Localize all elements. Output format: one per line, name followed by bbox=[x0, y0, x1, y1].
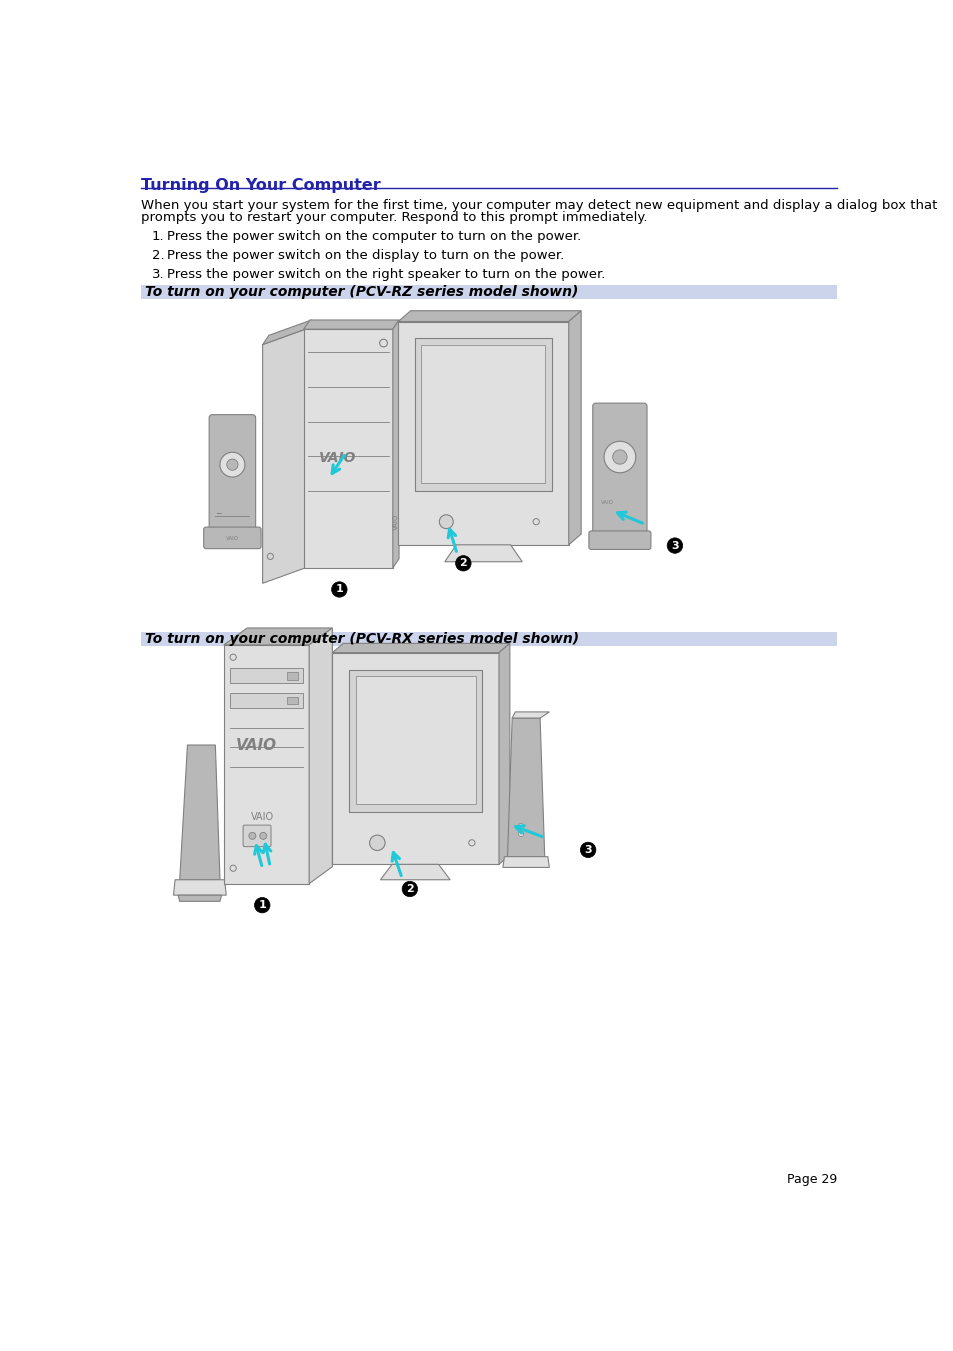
Text: Page 29: Page 29 bbox=[786, 1173, 836, 1186]
Polygon shape bbox=[415, 339, 551, 490]
Bar bbox=[287, 697, 298, 704]
Bar bbox=[230, 667, 303, 684]
Polygon shape bbox=[444, 544, 521, 562]
Bar bbox=[287, 671, 298, 680]
Circle shape bbox=[259, 832, 267, 839]
Polygon shape bbox=[568, 311, 580, 544]
Text: 1: 1 bbox=[258, 900, 266, 911]
Circle shape bbox=[402, 881, 417, 897]
Polygon shape bbox=[498, 643, 509, 865]
Text: 2.: 2. bbox=[152, 249, 164, 262]
Polygon shape bbox=[178, 896, 221, 901]
Polygon shape bbox=[355, 676, 476, 804]
Polygon shape bbox=[179, 744, 220, 880]
Text: Press the power switch on the display to turn on the power.: Press the power switch on the display to… bbox=[167, 249, 564, 262]
Polygon shape bbox=[421, 345, 545, 484]
Polygon shape bbox=[507, 719, 544, 857]
Circle shape bbox=[332, 582, 347, 597]
Text: VAIO: VAIO bbox=[251, 812, 274, 821]
Circle shape bbox=[439, 515, 453, 528]
Text: To turn on your computer (PCV-RZ series model shown): To turn on your computer (PCV-RZ series … bbox=[145, 285, 578, 300]
Circle shape bbox=[254, 897, 270, 913]
Text: Press the power switch on the right speaker to turn on the power.: Press the power switch on the right spea… bbox=[167, 269, 605, 281]
FancyBboxPatch shape bbox=[588, 531, 650, 550]
Text: When you start your system for the first time, your computer may detect new equi: When you start your system for the first… bbox=[141, 199, 937, 212]
Text: Press the power switch on the computer to turn on the power.: Press the power switch on the computer t… bbox=[167, 230, 581, 243]
Polygon shape bbox=[502, 857, 549, 867]
Text: VAIO: VAIO bbox=[599, 500, 613, 505]
Polygon shape bbox=[262, 330, 305, 584]
Polygon shape bbox=[397, 311, 580, 322]
Circle shape bbox=[517, 831, 523, 836]
Circle shape bbox=[456, 555, 471, 571]
Polygon shape bbox=[303, 330, 393, 567]
Text: 1.: 1. bbox=[152, 230, 164, 243]
Circle shape bbox=[249, 832, 255, 839]
Text: VAIO: VAIO bbox=[235, 738, 276, 753]
Polygon shape bbox=[397, 322, 568, 544]
Circle shape bbox=[369, 835, 385, 851]
Polygon shape bbox=[262, 320, 311, 345]
Text: VAIO: VAIO bbox=[226, 536, 238, 542]
FancyBboxPatch shape bbox=[592, 403, 646, 536]
Polygon shape bbox=[512, 712, 549, 719]
Circle shape bbox=[666, 538, 682, 554]
Text: 1: 1 bbox=[335, 585, 343, 594]
Polygon shape bbox=[332, 643, 509, 653]
Bar bbox=[141, 285, 836, 299]
FancyBboxPatch shape bbox=[209, 415, 255, 532]
Polygon shape bbox=[380, 865, 450, 880]
Bar bbox=[230, 693, 303, 708]
Text: To turn on your computer (PCV-RX series model shown): To turn on your computer (PCV-RX series … bbox=[145, 632, 578, 646]
Polygon shape bbox=[393, 320, 398, 567]
Polygon shape bbox=[173, 880, 226, 896]
Text: ━━: ━━ bbox=[216, 511, 222, 515]
Circle shape bbox=[612, 450, 626, 465]
Text: 3: 3 bbox=[670, 540, 678, 551]
Circle shape bbox=[517, 824, 523, 830]
Polygon shape bbox=[309, 628, 332, 884]
Circle shape bbox=[220, 453, 245, 477]
Text: VAIO: VAIO bbox=[393, 513, 398, 530]
Text: 3.: 3. bbox=[152, 269, 164, 281]
Circle shape bbox=[227, 459, 238, 470]
FancyBboxPatch shape bbox=[243, 825, 271, 847]
Circle shape bbox=[579, 842, 596, 858]
Text: prompts you to restart your computer. Respond to this prompt immediately.: prompts you to restart your computer. Re… bbox=[141, 211, 647, 224]
Text: 2: 2 bbox=[459, 558, 467, 569]
Text: VAIO: VAIO bbox=[318, 451, 355, 465]
FancyBboxPatch shape bbox=[204, 527, 261, 549]
Polygon shape bbox=[303, 320, 398, 330]
Polygon shape bbox=[224, 628, 332, 644]
Polygon shape bbox=[349, 670, 481, 812]
Text: 3: 3 bbox=[583, 844, 591, 855]
Polygon shape bbox=[332, 653, 498, 865]
Bar bbox=[141, 632, 836, 646]
Text: 2: 2 bbox=[406, 884, 414, 894]
Text: Turning On Your Computer: Turning On Your Computer bbox=[141, 177, 380, 193]
Circle shape bbox=[603, 442, 635, 473]
Polygon shape bbox=[224, 644, 309, 884]
